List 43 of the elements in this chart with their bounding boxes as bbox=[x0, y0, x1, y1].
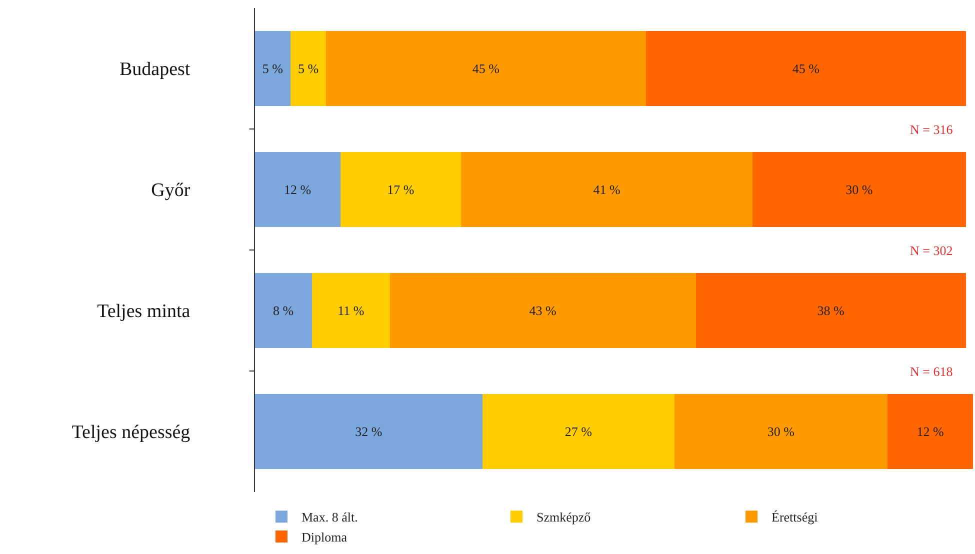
y-tick-label: Teljes minta bbox=[97, 301, 191, 322]
y-tick-label: Budapest bbox=[119, 59, 191, 80]
annotation: N = 618 bbox=[910, 364, 953, 379]
bar bbox=[290, 30, 326, 106]
legend-label: Érettségi bbox=[772, 510, 818, 525]
data-label: 41 % bbox=[593, 182, 621, 197]
bar bbox=[255, 30, 291, 106]
bar bbox=[482, 394, 674, 470]
legend-label: Diploma bbox=[302, 530, 348, 545]
bar bbox=[255, 394, 482, 470]
bar bbox=[888, 394, 973, 470]
data-label: 45 % bbox=[792, 61, 820, 76]
bar bbox=[390, 272, 696, 348]
data-label: 30 % bbox=[767, 424, 795, 439]
data-label: 5 % bbox=[262, 61, 284, 76]
data-label: 45 % bbox=[472, 61, 500, 76]
data-label: 8 % bbox=[273, 303, 294, 318]
y-tick-label: Győr bbox=[151, 180, 191, 202]
data-label: 12 % bbox=[284, 182, 312, 197]
annotation: N = 316 bbox=[910, 122, 954, 137]
bar bbox=[696, 272, 966, 348]
legend-label: Max. 8 ált. bbox=[302, 510, 358, 525]
bar bbox=[326, 30, 646, 106]
data-label: 38 % bbox=[817, 303, 844, 318]
bar bbox=[646, 30, 966, 106]
data-label: 11 % bbox=[338, 303, 364, 318]
data-label: 17 % bbox=[387, 182, 414, 197]
bar bbox=[255, 272, 312, 348]
data-label: 43 % bbox=[529, 303, 557, 318]
annotation: N = 302 bbox=[910, 243, 953, 258]
bar bbox=[255, 152, 340, 228]
data-label: 12 % bbox=[916, 424, 944, 439]
legend-label: Szmképző bbox=[536, 510, 591, 525]
data-label: 27 % bbox=[564, 424, 592, 439]
data-label: 5 % bbox=[298, 61, 319, 76]
y-tick-label: Teljes népesség bbox=[72, 422, 191, 444]
bar bbox=[340, 152, 462, 228]
bar bbox=[752, 152, 966, 228]
bar bbox=[674, 394, 888, 470]
data-label: 32 % bbox=[355, 424, 382, 439]
bar bbox=[312, 272, 390, 348]
data-label: 30 % bbox=[846, 182, 873, 197]
bar bbox=[461, 152, 753, 228]
